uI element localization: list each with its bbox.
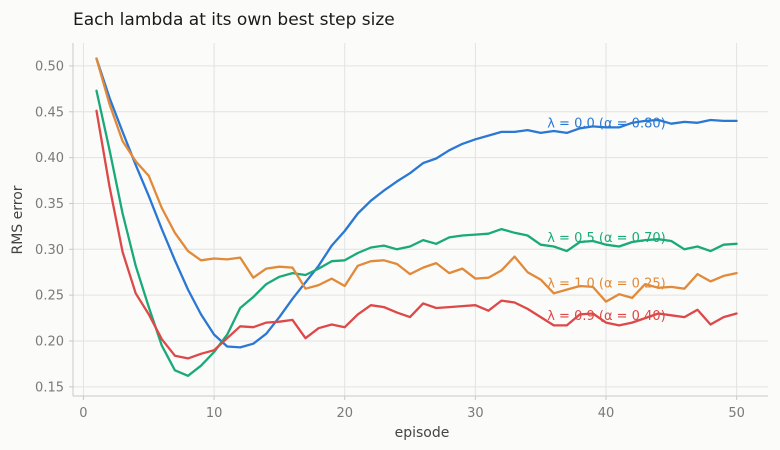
x-tick-label: 30 (467, 406, 484, 421)
y-tick-label: 0.15 (35, 380, 64, 395)
series-line-2 (95, 57, 738, 303)
x-axis-label: episode (395, 425, 450, 441)
y-tick-label: 0.30 (35, 243, 64, 258)
x-tick-label: 20 (336, 406, 353, 421)
x-tick-label: 10 (206, 406, 223, 421)
y-tick-label: 0.35 (35, 197, 64, 212)
grid (73, 43, 768, 396)
chart-title: Each lambda at its own best step size (73, 10, 395, 30)
y-tick-label: 0.40 (35, 151, 64, 166)
x-ticks: 0 10 20 30 40 50 (79, 396, 745, 421)
x-tick-label: 40 (598, 406, 615, 421)
x-tick-label: 50 (728, 406, 745, 421)
series-labels: λ = 0.0 (α = 0.80) λ = 0.5 (α = 0.70) λ = … (547, 116, 665, 324)
y-ticks: 0.15 0.20 0.25 0.30 0.35 0.40 0.45 0.50 (35, 59, 73, 395)
series-label-1: λ = 0.5 (α = 0.70) (547, 231, 665, 246)
series-line-3 (95, 109, 738, 360)
y-tick-label: 0.20 (35, 334, 64, 349)
series-label-3: λ = 0.9 (α = 0.40) (547, 309, 665, 324)
y-axis-label: RMS error (10, 185, 26, 254)
series-line-1 (95, 89, 738, 377)
y-tick-label: 0.25 (35, 289, 64, 304)
y-tick-label: 0.45 (35, 105, 64, 120)
series-label-2: λ = 1.0 (α = 0.25) (547, 277, 665, 292)
series-label-0: λ = 0.0 (α = 0.80) (547, 116, 665, 131)
x-tick-label: 0 (79, 406, 87, 421)
y-tick-label: 0.50 (35, 59, 64, 74)
series-line-0 (95, 57, 738, 349)
series-lines (95, 57, 738, 377)
